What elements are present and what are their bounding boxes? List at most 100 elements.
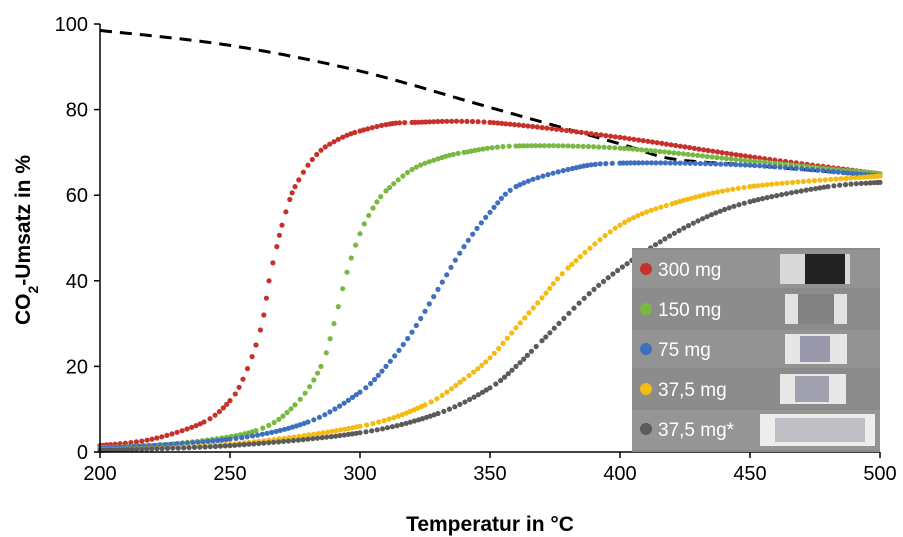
data-point [301, 433, 307, 439]
data-point [434, 396, 440, 402]
data-point [307, 384, 313, 390]
data-point [357, 423, 363, 429]
data-point [653, 206, 659, 212]
data-point [481, 119, 487, 125]
data-point [783, 191, 790, 197]
data-point [635, 213, 641, 219]
data-point [464, 118, 470, 124]
data-point [747, 199, 753, 205]
data-point [279, 222, 285, 228]
data-point [784, 180, 790, 186]
data-point [227, 443, 233, 449]
data-point [311, 431, 317, 437]
data-point [240, 376, 246, 382]
data-point [266, 422, 272, 428]
data-point [277, 427, 283, 433]
data-point [498, 195, 504, 201]
data-point [700, 216, 706, 222]
legend-marker [640, 383, 652, 395]
data-point [640, 138, 646, 144]
data-point [318, 147, 324, 153]
data-point [387, 358, 393, 364]
data-point [723, 161, 729, 167]
data-point [652, 148, 658, 154]
data-point [863, 180, 869, 186]
data-point [363, 385, 369, 391]
data-point [516, 122, 522, 128]
data-point [327, 336, 333, 342]
data-point [419, 119, 425, 125]
data-point [722, 206, 728, 213]
data-point [496, 345, 502, 352]
data-point [471, 369, 477, 375]
data-point [526, 310, 532, 316]
data-point [341, 432, 347, 438]
legend-label: 300 mg [658, 260, 721, 281]
y-axis-title: CO2-Umsatz in % [12, 155, 41, 325]
sample-tube-37mg [780, 374, 846, 404]
data-point [845, 170, 851, 176]
data-point [249, 433, 256, 439]
data-point [697, 193, 703, 199]
data-point [216, 409, 222, 415]
data-point [259, 431, 265, 437]
data-point [751, 198, 757, 204]
data-point [378, 122, 385, 128]
data-point [189, 424, 195, 430]
data-point [680, 197, 687, 203]
data-point [687, 160, 693, 166]
data-point [394, 423, 400, 429]
x-tick-label: 200 [83, 463, 116, 485]
data-point [311, 417, 317, 423]
data-point [815, 167, 821, 173]
data-point [517, 320, 523, 326]
data-point [635, 160, 642, 166]
data-point [325, 429, 331, 435]
data-point [795, 179, 801, 185]
data-point [546, 143, 552, 149]
data-point [217, 443, 223, 449]
data-point [224, 401, 230, 407]
data-point [659, 140, 665, 146]
data-point [342, 426, 348, 432]
data-point [774, 181, 780, 187]
data-point [626, 217, 632, 223]
data-point [831, 183, 837, 189]
data-point [752, 154, 758, 160]
data-point [112, 447, 118, 453]
data-point [381, 418, 387, 424]
data-point [466, 372, 472, 379]
data-point [540, 173, 546, 179]
data-point [448, 264, 454, 270]
data-point [305, 436, 311, 442]
data-point [597, 237, 603, 243]
data-point [840, 170, 846, 176]
data-point [340, 286, 346, 292]
data-point [404, 169, 411, 176]
y-tick-label: 40 [66, 271, 88, 293]
data-point [517, 143, 523, 149]
data-point [676, 150, 682, 156]
data-point [551, 325, 557, 331]
data-point [533, 143, 539, 149]
data-point [587, 245, 593, 251]
data-point [500, 340, 506, 346]
data-point [337, 432, 343, 439]
data-point [469, 118, 476, 125]
data-point [561, 315, 567, 321]
data-point [455, 150, 461, 156]
data-point [487, 355, 493, 361]
data-point [331, 321, 337, 327]
data-point [186, 445, 192, 451]
data-point [648, 160, 655, 166]
data-point [357, 430, 363, 436]
data-point [615, 267, 621, 274]
data-point [817, 185, 823, 191]
data-point [600, 278, 607, 285]
data-point [491, 120, 497, 126]
data-point [676, 228, 682, 234]
data-point [658, 204, 664, 210]
data-point [222, 443, 228, 449]
data-point [431, 119, 437, 125]
data-point [480, 146, 486, 152]
